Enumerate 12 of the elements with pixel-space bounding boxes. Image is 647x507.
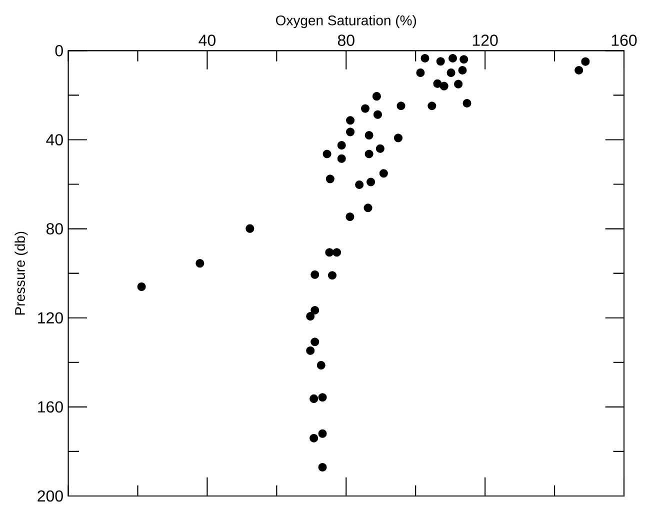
x-tick-label: 80	[338, 34, 354, 46]
x-tick-label: 40	[198, 34, 216, 46]
y-tick-label: 80	[46, 223, 63, 234]
x-tick-label: 120	[472, 34, 498, 46]
y-tick-label: 0	[55, 45, 63, 56]
y-tick-label: 160	[38, 401, 63, 413]
y-tick-label: 120	[38, 312, 63, 324]
y-axis-title: Pressure (db)	[14, 232, 28, 315]
x-axis-title: Oxygen Saturation (%)	[276, 15, 416, 28]
y-tick-label: 40	[46, 134, 63, 146]
x-tick-label: 160	[612, 34, 637, 46]
y-tick-label: 200	[38, 490, 63, 502]
